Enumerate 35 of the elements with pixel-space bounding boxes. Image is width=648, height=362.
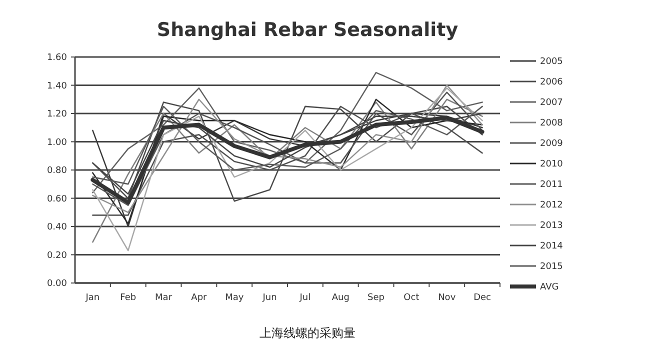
y-tick-label: 1.20 [46,110,68,120]
legend-label: 2007 [540,98,563,108]
x-tick-label: Jun [262,293,277,303]
legend-label: AVG [540,282,559,293]
x-tick-label: Feb [120,293,136,303]
y-tick-label: 0.20 [46,250,68,261]
legend-label: 2011 [540,180,563,190]
chart-title: Shanghai Rebar Seasonality [156,19,459,41]
legend-label: 2014 [540,242,564,252]
x-tick-label: Aug [332,293,350,303]
legend-label: 2013 [540,221,563,232]
y-tick-label: 1.00 [46,138,68,148]
x-tick-label: Nov [438,293,456,303]
x-tick-label: Dec [474,293,492,303]
x-tick-label: Sep [368,293,385,303]
y-tick-label: 0.40 [46,222,68,233]
y-tick-label: 1.60 [46,53,68,64]
x-tick-label: Apr [191,293,208,303]
y-tick-label: 0.80 [46,166,68,176]
legend-label: 2010 [540,160,564,170]
y-tick-label: 0.00 [46,279,68,290]
x-tick-label: Jul [298,293,311,303]
y-tick-label: 1.40 [46,81,68,92]
legend-label: 2015 [540,262,563,272]
x-tick-label: May [225,293,244,303]
text: 上海线螺的采购量 [260,326,356,340]
x-tick-label: Mar [155,293,172,303]
y-tick-label: 0.60 [46,194,68,204]
x-tick-label: Jan [84,293,100,303]
legend-label: 2008 [540,118,564,129]
x-tick-label: Oct [404,293,420,303]
legend-label: 2009 [540,139,564,150]
legend-label: 2012 [540,200,563,211]
legend-label: 2006 [540,78,564,88]
legend-label: 2005 [540,57,563,68]
